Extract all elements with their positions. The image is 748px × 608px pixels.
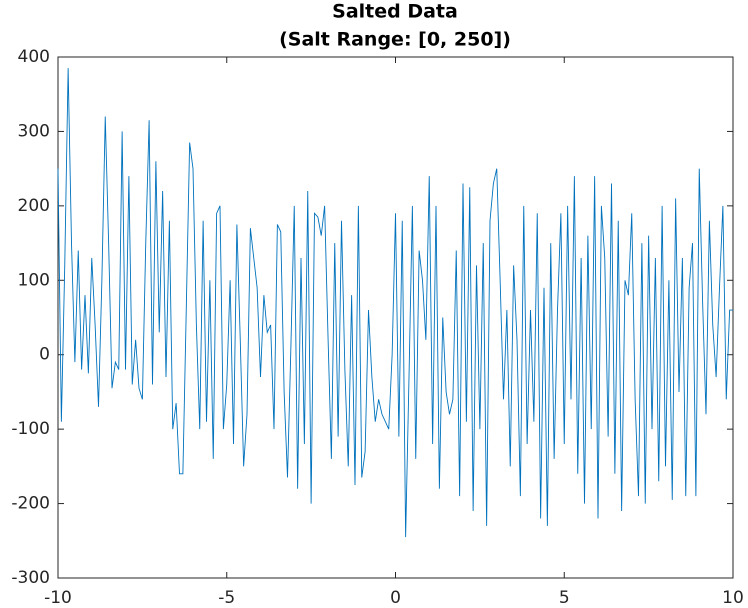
chart-title: Salted Data <box>332 1 458 23</box>
y-tick-label: 300 <box>18 121 50 141</box>
x-tick-label: 0 <box>390 588 401 608</box>
y-tick-label: 100 <box>18 270 50 290</box>
y-tick-label: -300 <box>11 568 50 588</box>
data-line <box>57 68 733 538</box>
x-tick-label: 10 <box>722 588 744 608</box>
y-tick-label: 200 <box>18 196 50 216</box>
y-tick-label: -100 <box>11 419 50 439</box>
x-tick-label: -5 <box>218 588 235 608</box>
y-tick-label: -200 <box>11 494 50 514</box>
x-tick-label: 5 <box>559 588 570 608</box>
y-tick-label: 400 <box>18 47 50 67</box>
y-tick-label: 0 <box>39 345 50 365</box>
chart-subtitle: (Salt Range: [0, 250]) <box>279 29 511 51</box>
x-tick-label: -10 <box>44 588 72 608</box>
